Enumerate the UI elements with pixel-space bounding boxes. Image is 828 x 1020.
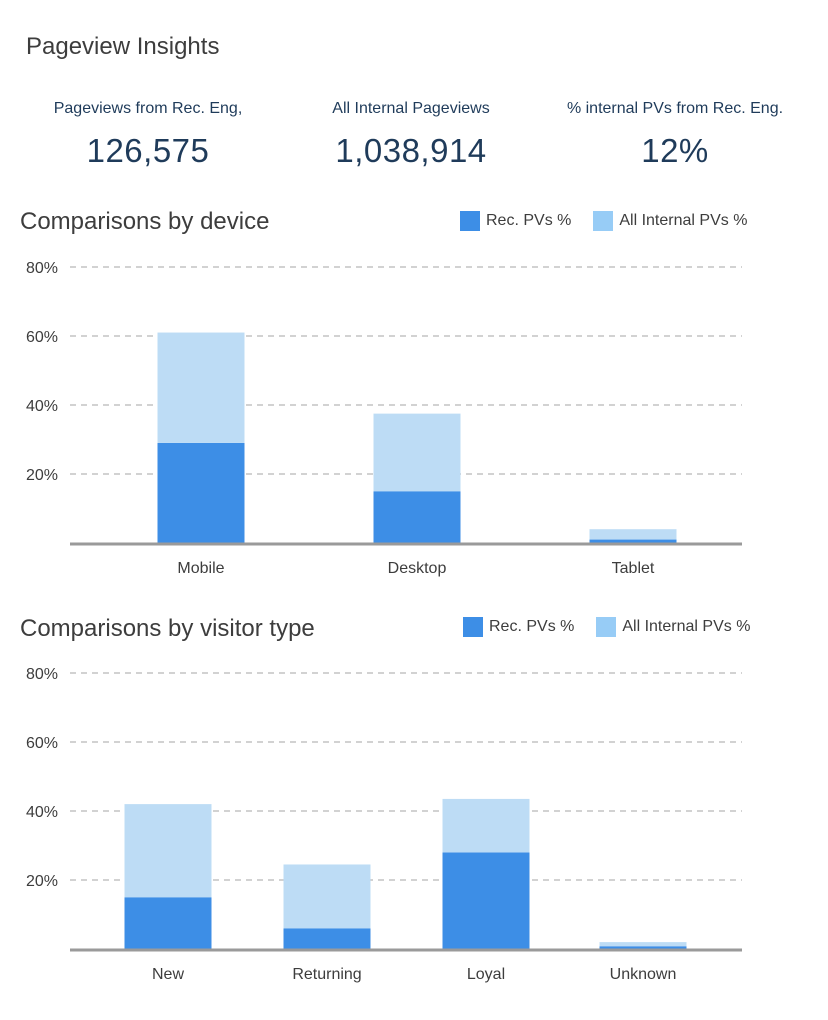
legend-item-rec[interactable]: Rec. PVs % — [463, 617, 574, 637]
bar-rec-unknown[interactable] — [599, 946, 687, 949]
bar-rec-tablet[interactable] — [589, 539, 677, 543]
y-tick-label: 80% — [26, 666, 58, 683]
y-tick-label: 20% — [26, 873, 58, 890]
x-tick-label: New — [152, 966, 184, 983]
kpi-value: 1,038,914 — [335, 132, 487, 169]
bar-all-new[interactable] — [124, 804, 212, 898]
chart-legend-device: Rec. PVs % All Internal PVs % — [460, 211, 769, 231]
bar-all-mobile[interactable] — [157, 332, 245, 443]
legend-item-all[interactable]: All Internal PVs % — [593, 211, 747, 231]
kpi-rec-eng-pageviews: Pageviews from Rec. Eng, 126,575 — [13, 100, 283, 170]
x-tick-label: Desktop — [388, 560, 447, 577]
y-tick-label: 80% — [26, 260, 58, 277]
y-tick-label: 60% — [26, 329, 58, 346]
y-tick-label: 40% — [26, 804, 58, 821]
x-tick-label: Unknown — [610, 966, 677, 983]
kpi-label: All Internal Pageviews — [332, 100, 490, 117]
bar-rec-mobile[interactable] — [157, 442, 245, 543]
legend-swatch-rec — [463, 617, 483, 637]
legend-label-rec: Rec. PVs % — [489, 618, 575, 635]
bar-all-tablet[interactable] — [589, 529, 677, 540]
bar-all-loyal[interactable] — [442, 798, 530, 853]
legend-label-all: All Internal PVs % — [622, 618, 751, 635]
y-tick-label: 40% — [26, 398, 58, 415]
kpi-label: Pageviews from Rec. Eng, — [53, 100, 243, 117]
x-tick-label: Tablet — [612, 560, 655, 577]
kpi-value: 12% — [641, 132, 709, 169]
x-tick-label: Returning — [292, 966, 361, 983]
legend-label-all: All Internal PVs % — [619, 212, 748, 229]
legend-item-all[interactable]: All Internal PVs % — [596, 617, 750, 637]
legend-swatch-rec — [460, 211, 480, 231]
chart-title-device: Comparisons by device — [20, 208, 270, 235]
kpi-label: % internal PVs from Rec. Eng. — [566, 100, 784, 117]
kpi-value: 126,575 — [86, 132, 210, 169]
chart-device: 20% 40% 60% 80% Mobile Desktop Tablet — [26, 260, 742, 577]
kpi-internal-pv-share: % internal PVs from Rec. Eng. 12% — [540, 100, 810, 170]
y-tick-label: 60% — [26, 735, 58, 752]
bar-all-returning[interactable] — [283, 864, 371, 929]
chart-visitor-type: 20% 40% 60% 80% New Returning Loyal Unknown — [26, 666, 742, 983]
bar-rec-desktop[interactable] — [373, 491, 461, 543]
bar-all-unknown[interactable] — [599, 942, 687, 947]
bar-rec-new[interactable] — [124, 897, 212, 949]
legend-label-rec: Rec. PVs % — [486, 212, 572, 229]
bar-all-desktop[interactable] — [373, 413, 461, 492]
x-tick-label: Loyal — [467, 966, 505, 983]
legend-item-rec[interactable]: Rec. PVs % — [460, 211, 571, 231]
y-tick-label: 20% — [26, 467, 58, 484]
kpi-all-internal-pageviews: All Internal Pageviews 1,038,914 — [276, 100, 546, 170]
chart-title-visitor-type: Comparisons by visitor type — [20, 615, 315, 642]
legend-swatch-all — [593, 211, 614, 231]
bar-rec-loyal[interactable] — [442, 852, 530, 949]
x-tick-label: Mobile — [177, 560, 224, 577]
bar-rec-returning[interactable] — [283, 928, 371, 949]
page-title: Pageview Insights — [26, 33, 220, 60]
legend-swatch-all — [596, 617, 617, 637]
chart-legend-visitor-type: Rec. PVs % All Internal PVs % — [463, 617, 772, 637]
